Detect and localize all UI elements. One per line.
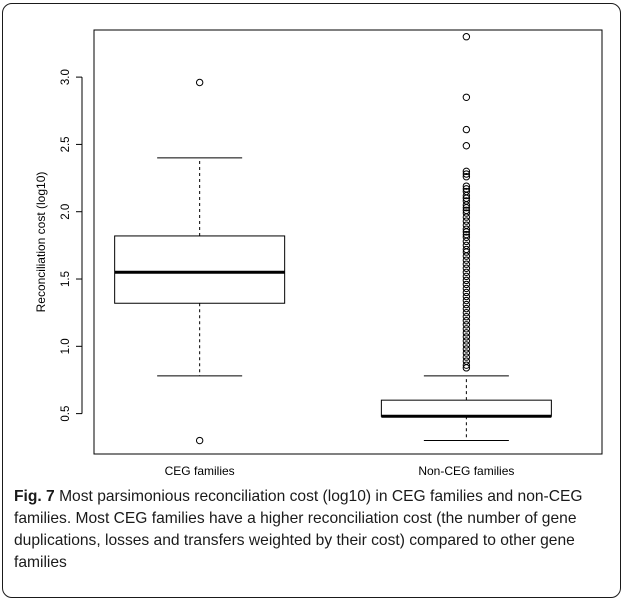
- y-tick-label: 3.0: [60, 69, 72, 85]
- outlier-point: [462, 248, 471, 256]
- iqr-box: [114, 235, 286, 304]
- outlier-point: [462, 213, 471, 221]
- figure-frame: [2, 3, 621, 598]
- box-group: [114, 78, 286, 445]
- plot-area-border: [93, 29, 603, 455]
- outlier-point: [462, 182, 471, 190]
- outlier-point: [462, 353, 471, 361]
- outlier-point: [462, 260, 471, 268]
- x-axis-labels: CEG families Non-CEG families: [165, 464, 515, 478]
- y-tick-label: 1.5: [60, 271, 72, 287]
- outlier-point: [462, 337, 471, 345]
- x-category-label: Non-CEG families: [418, 464, 514, 478]
- outlier-point: [462, 300, 471, 309]
- outlier-point: [462, 317, 471, 325]
- outlier-point: [462, 264, 471, 272]
- caption-text: Most parsimonious reconciliation cost (l…: [14, 488, 583, 571]
- outlier-point: [462, 333, 471, 341]
- outlier-point: [462, 313, 471, 321]
- outlier-point: [462, 321, 471, 329]
- outlier-point: [462, 276, 471, 285]
- outlier-point: [462, 329, 471, 337]
- y-tick-label: 0.5: [60, 406, 72, 422]
- outlier-point: [462, 173, 471, 181]
- outlier-point: [462, 268, 471, 276]
- outlier-point: [462, 142, 471, 150]
- boxplot-chart: 0.5 1.0 1.5 2.0 2.5 3.0 Reconciliation cost (…: [34, 29, 603, 478]
- outlier-point: [462, 308, 471, 317]
- box-group: [380, 33, 552, 442]
- outlier-point: [462, 256, 471, 264]
- outlier-point: [462, 93, 471, 102]
- outlier-point: [462, 167, 471, 176]
- outlier-point: [462, 345, 471, 353]
- outlier-point: [462, 349, 471, 357]
- outlier-point: [462, 33, 471, 41]
- outlier-point: [462, 364, 471, 372]
- outlier-point: [462, 292, 471, 301]
- outlier-point: [462, 304, 471, 313]
- outlier-point: [462, 296, 471, 305]
- x-category-label: CEG families: [165, 464, 235, 478]
- outlier-point: [462, 237, 471, 246]
- y-axis-title: Reconciliation cost (log10): [34, 172, 48, 313]
- figure-caption: Fig. 7 Most parsimonious reconciliation …: [14, 486, 612, 574]
- iqr-box: [380, 399, 552, 417]
- outlier-point: [195, 78, 204, 87]
- outlier-point: [462, 233, 471, 241]
- outlier-point: [462, 288, 471, 297]
- outlier-point: [462, 203, 471, 212]
- outlier-point: [462, 170, 471, 178]
- outlier-point: [462, 361, 471, 369]
- outlier-point: [462, 225, 471, 233]
- outlier-point: [462, 325, 471, 333]
- outlier-point: [462, 125, 471, 134]
- outlier-point: [462, 341, 471, 349]
- outlier-point: [462, 272, 471, 281]
- y-tick-label: 1.0: [60, 338, 72, 354]
- outlier-point: [462, 252, 471, 260]
- figure-label: Fig. 7: [14, 488, 55, 505]
- outlier-point: [462, 201, 471, 209]
- outlier-point: [462, 280, 471, 289]
- y-tick-label: 2.0: [60, 204, 72, 220]
- boxes: [114, 33, 552, 445]
- outlier-point: [462, 228, 471, 236]
- outlier-point: [462, 209, 471, 217]
- outlier-point: [195, 436, 204, 445]
- outlier-point: [462, 217, 471, 225]
- y-axis: 0.5 1.0 1.5 2.0 2.5 3.0: [60, 69, 83, 422]
- y-tick-label: 2.5: [60, 136, 72, 152]
- outlier-point: [462, 284, 471, 293]
- outlier-point: [462, 191, 471, 200]
